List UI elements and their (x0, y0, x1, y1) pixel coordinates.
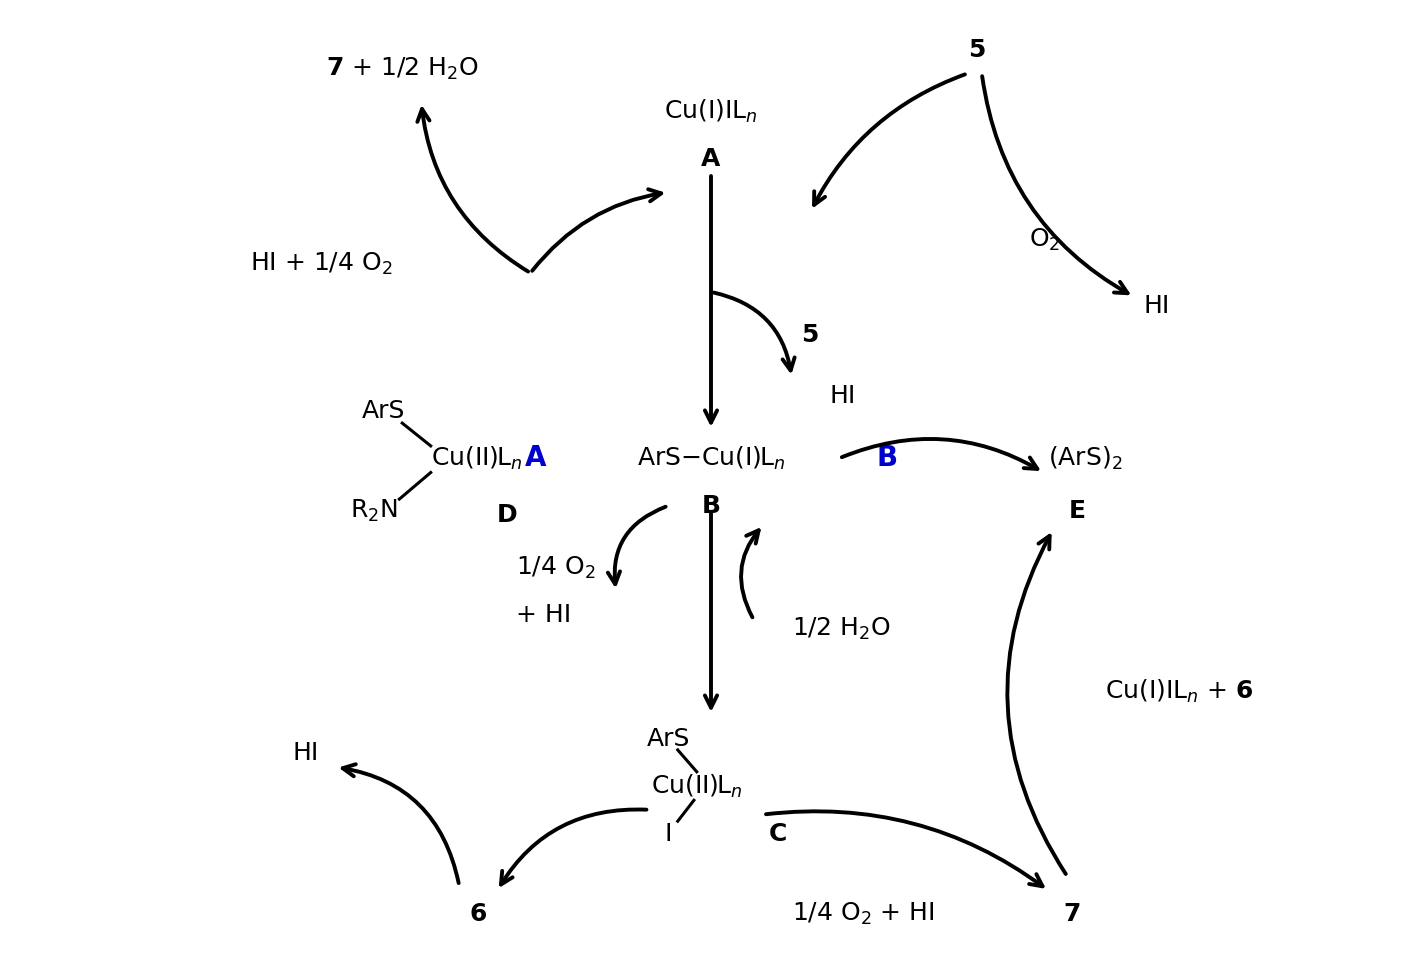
Text: 1/4 O$_2$: 1/4 O$_2$ (516, 554, 596, 580)
Text: $\mathbf{7}$ + 1/2 H$_2$O: $\mathbf{7}$ + 1/2 H$_2$O (326, 56, 479, 82)
Text: Cu(I)IL$_n$ + $\mathbf{6}$: Cu(I)IL$_n$ + $\mathbf{6}$ (1105, 678, 1254, 705)
Text: HI + 1/4 O$_2$: HI + 1/4 O$_2$ (250, 251, 392, 277)
Text: $\mathbf{E}$: $\mathbf{E}$ (1068, 498, 1085, 522)
Text: 1/4 O$_2$ + HI: 1/4 O$_2$ + HI (792, 901, 934, 927)
Text: $\mathbf{B}$: $\mathbf{B}$ (701, 494, 721, 518)
Text: $\mathbf{D}$: $\mathbf{D}$ (496, 503, 518, 527)
Text: $\mathbf{5}$: $\mathbf{5}$ (801, 323, 819, 347)
Text: HI: HI (293, 740, 320, 764)
Text: $\mathbf{A}$: $\mathbf{A}$ (701, 147, 721, 171)
Text: Cu(II)L$_n$: Cu(II)L$_n$ (651, 772, 742, 799)
Text: ArS: ArS (361, 399, 405, 423)
Text: 1/2 H$_2$O: 1/2 H$_2$O (792, 616, 890, 642)
Text: $\mathbf{B}$: $\mathbf{B}$ (876, 444, 897, 472)
Text: + HI: + HI (516, 603, 572, 627)
Text: $\mathbf{6}$: $\mathbf{6}$ (469, 902, 488, 926)
Text: $\mathbf{5}$: $\mathbf{5}$ (968, 38, 985, 62)
Text: HI: HI (1143, 294, 1170, 318)
Text: O$_2$: O$_2$ (1030, 227, 1061, 253)
Text: Cu(II)L$_n$: Cu(II)L$_n$ (431, 444, 522, 471)
Text: Cu(I)IL$_n$: Cu(I)IL$_n$ (664, 98, 758, 125)
Text: $\mathbf{A}$: $\mathbf{A}$ (523, 444, 547, 472)
Text: (ArS)$_2$: (ArS)$_2$ (1048, 444, 1122, 471)
Text: R$_2$N: R$_2$N (350, 497, 398, 523)
Text: ArS$-$Cu(I)L$_n$: ArS$-$Cu(I)L$_n$ (637, 444, 785, 471)
Text: $\mathbf{7}$: $\mathbf{7}$ (1064, 902, 1081, 926)
Text: ArS: ArS (647, 727, 690, 751)
Text: HI: HI (830, 385, 856, 409)
Text: I: I (664, 821, 673, 845)
Text: $\mathbf{C}$: $\mathbf{C}$ (768, 821, 786, 845)
